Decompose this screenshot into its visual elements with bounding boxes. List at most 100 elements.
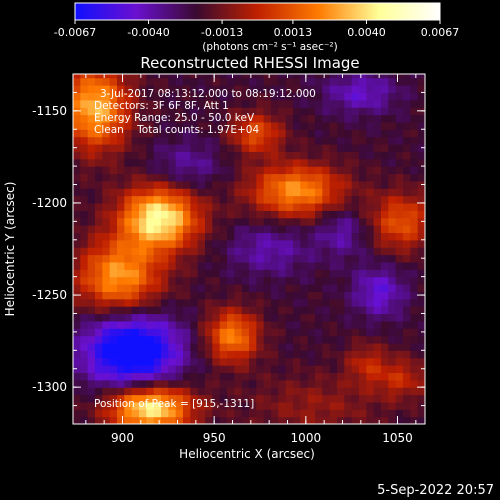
heatmap-cell xyxy=(183,350,191,359)
heatmap-cell xyxy=(183,217,191,226)
heatmap-cell xyxy=(190,144,199,152)
heatmap-cell xyxy=(403,99,411,108)
heatmap-cell xyxy=(161,202,169,211)
heatmap-cell xyxy=(161,342,169,351)
heatmap-cell xyxy=(175,151,184,160)
heatmap-cell xyxy=(388,232,397,241)
heatmap-cell xyxy=(381,387,389,396)
heatmap-cell xyxy=(234,342,243,351)
heatmap-cell xyxy=(183,158,191,167)
heatmap-cell xyxy=(95,225,103,234)
heatmap-cell xyxy=(109,144,118,152)
heatmap-cell xyxy=(271,232,279,241)
heatmap-cell xyxy=(175,144,184,152)
heatmap-cell xyxy=(190,291,199,300)
heatmap-cell xyxy=(307,151,316,160)
heatmap-cell xyxy=(395,247,404,256)
heatmap-cell xyxy=(366,379,375,388)
heatmap-cell xyxy=(175,357,184,366)
heatmap-cell xyxy=(381,77,389,86)
heatmap-cell xyxy=(278,342,287,351)
heatmap-cell xyxy=(197,342,206,351)
heatmap-cell xyxy=(271,195,279,204)
heatmap-cell xyxy=(388,210,397,219)
heatmap-cell xyxy=(322,99,331,108)
heatmap-cell xyxy=(403,136,411,145)
heatmap-cell xyxy=(293,372,301,381)
heatmap-cell xyxy=(80,239,89,248)
heatmap-cell xyxy=(359,306,367,315)
heatmap-cell xyxy=(117,107,125,116)
heatmap-cell xyxy=(227,144,235,152)
heatmap-cell xyxy=(109,92,118,101)
heatmap-cell xyxy=(124,365,133,374)
heatmap-cell xyxy=(278,107,287,116)
heatmap-cell xyxy=(234,350,243,359)
heatmap-cell xyxy=(139,225,147,234)
heatmap-cell xyxy=(388,144,397,152)
heatmap-cell xyxy=(417,151,425,160)
heatmap-cell xyxy=(249,284,257,292)
heatmap-cell xyxy=(80,107,89,116)
heatmap-cell xyxy=(95,173,103,182)
heatmap-cell xyxy=(227,114,235,123)
heatmap-cell xyxy=(395,313,404,322)
heatmap-cell xyxy=(175,107,184,116)
heatmap-cell xyxy=(197,114,206,123)
heatmap-cell xyxy=(395,85,404,94)
heatmap-cell xyxy=(73,136,81,145)
heatmap-cell xyxy=(351,342,360,351)
heatmap-cell xyxy=(80,342,89,351)
heatmap-cell xyxy=(131,379,140,388)
heatmap-cell xyxy=(293,195,301,204)
heatmap-cell xyxy=(359,394,367,403)
heatmap-cell xyxy=(227,291,235,300)
heatmap-cell xyxy=(322,121,331,130)
heatmap-cell xyxy=(161,313,169,322)
heatmap-cell xyxy=(219,129,228,138)
heatmap-cell xyxy=(315,188,323,197)
heatmap-cell xyxy=(241,372,250,381)
heatmap-cell xyxy=(227,158,235,167)
heatmap-cell xyxy=(403,269,411,278)
heatmap-cell xyxy=(168,365,177,374)
heatmap-cell xyxy=(271,394,279,403)
heatmap-cell xyxy=(263,261,272,270)
heatmap-cell xyxy=(271,173,279,182)
heatmap-cell xyxy=(146,379,155,388)
heatmap-cell xyxy=(102,180,111,189)
heatmap-cell xyxy=(161,276,169,285)
y-tick-label: -1250 xyxy=(32,288,67,302)
heatmap-cell xyxy=(168,85,177,94)
heatmap-cell xyxy=(322,298,331,307)
heatmap-cell xyxy=(410,416,419,424)
heatmap-cell xyxy=(87,269,96,278)
heatmap-cell xyxy=(271,306,279,315)
heatmap-cell xyxy=(146,114,155,123)
heatmap-cell xyxy=(146,239,155,248)
heatmap-cell xyxy=(227,202,235,211)
heatmap-cell xyxy=(256,129,265,138)
heatmap-cell xyxy=(234,365,243,374)
heatmap-cell xyxy=(249,335,257,344)
heatmap-cell xyxy=(263,335,272,344)
heatmap-cell xyxy=(190,202,199,211)
heatmap-cell xyxy=(234,284,243,292)
heatmap-cell xyxy=(366,357,375,366)
heatmap-cell xyxy=(322,291,331,300)
heatmap-cell xyxy=(124,225,133,234)
heatmap-cell xyxy=(329,291,338,300)
heatmap-cell xyxy=(117,217,125,226)
heatmap-cell xyxy=(219,409,228,418)
heatmap-cell xyxy=(80,350,89,359)
heatmap-cell xyxy=(381,129,389,138)
heatmap-cell xyxy=(168,298,177,307)
heatmap-cell xyxy=(315,114,323,123)
heatmap-cell xyxy=(373,239,382,248)
heatmap-cell xyxy=(351,188,360,197)
heatmap-cell xyxy=(73,394,81,403)
heatmap-cell xyxy=(285,136,294,145)
heatmap-cell xyxy=(395,173,404,182)
heatmap-cell xyxy=(410,129,419,138)
heatmap-cell xyxy=(124,180,133,189)
